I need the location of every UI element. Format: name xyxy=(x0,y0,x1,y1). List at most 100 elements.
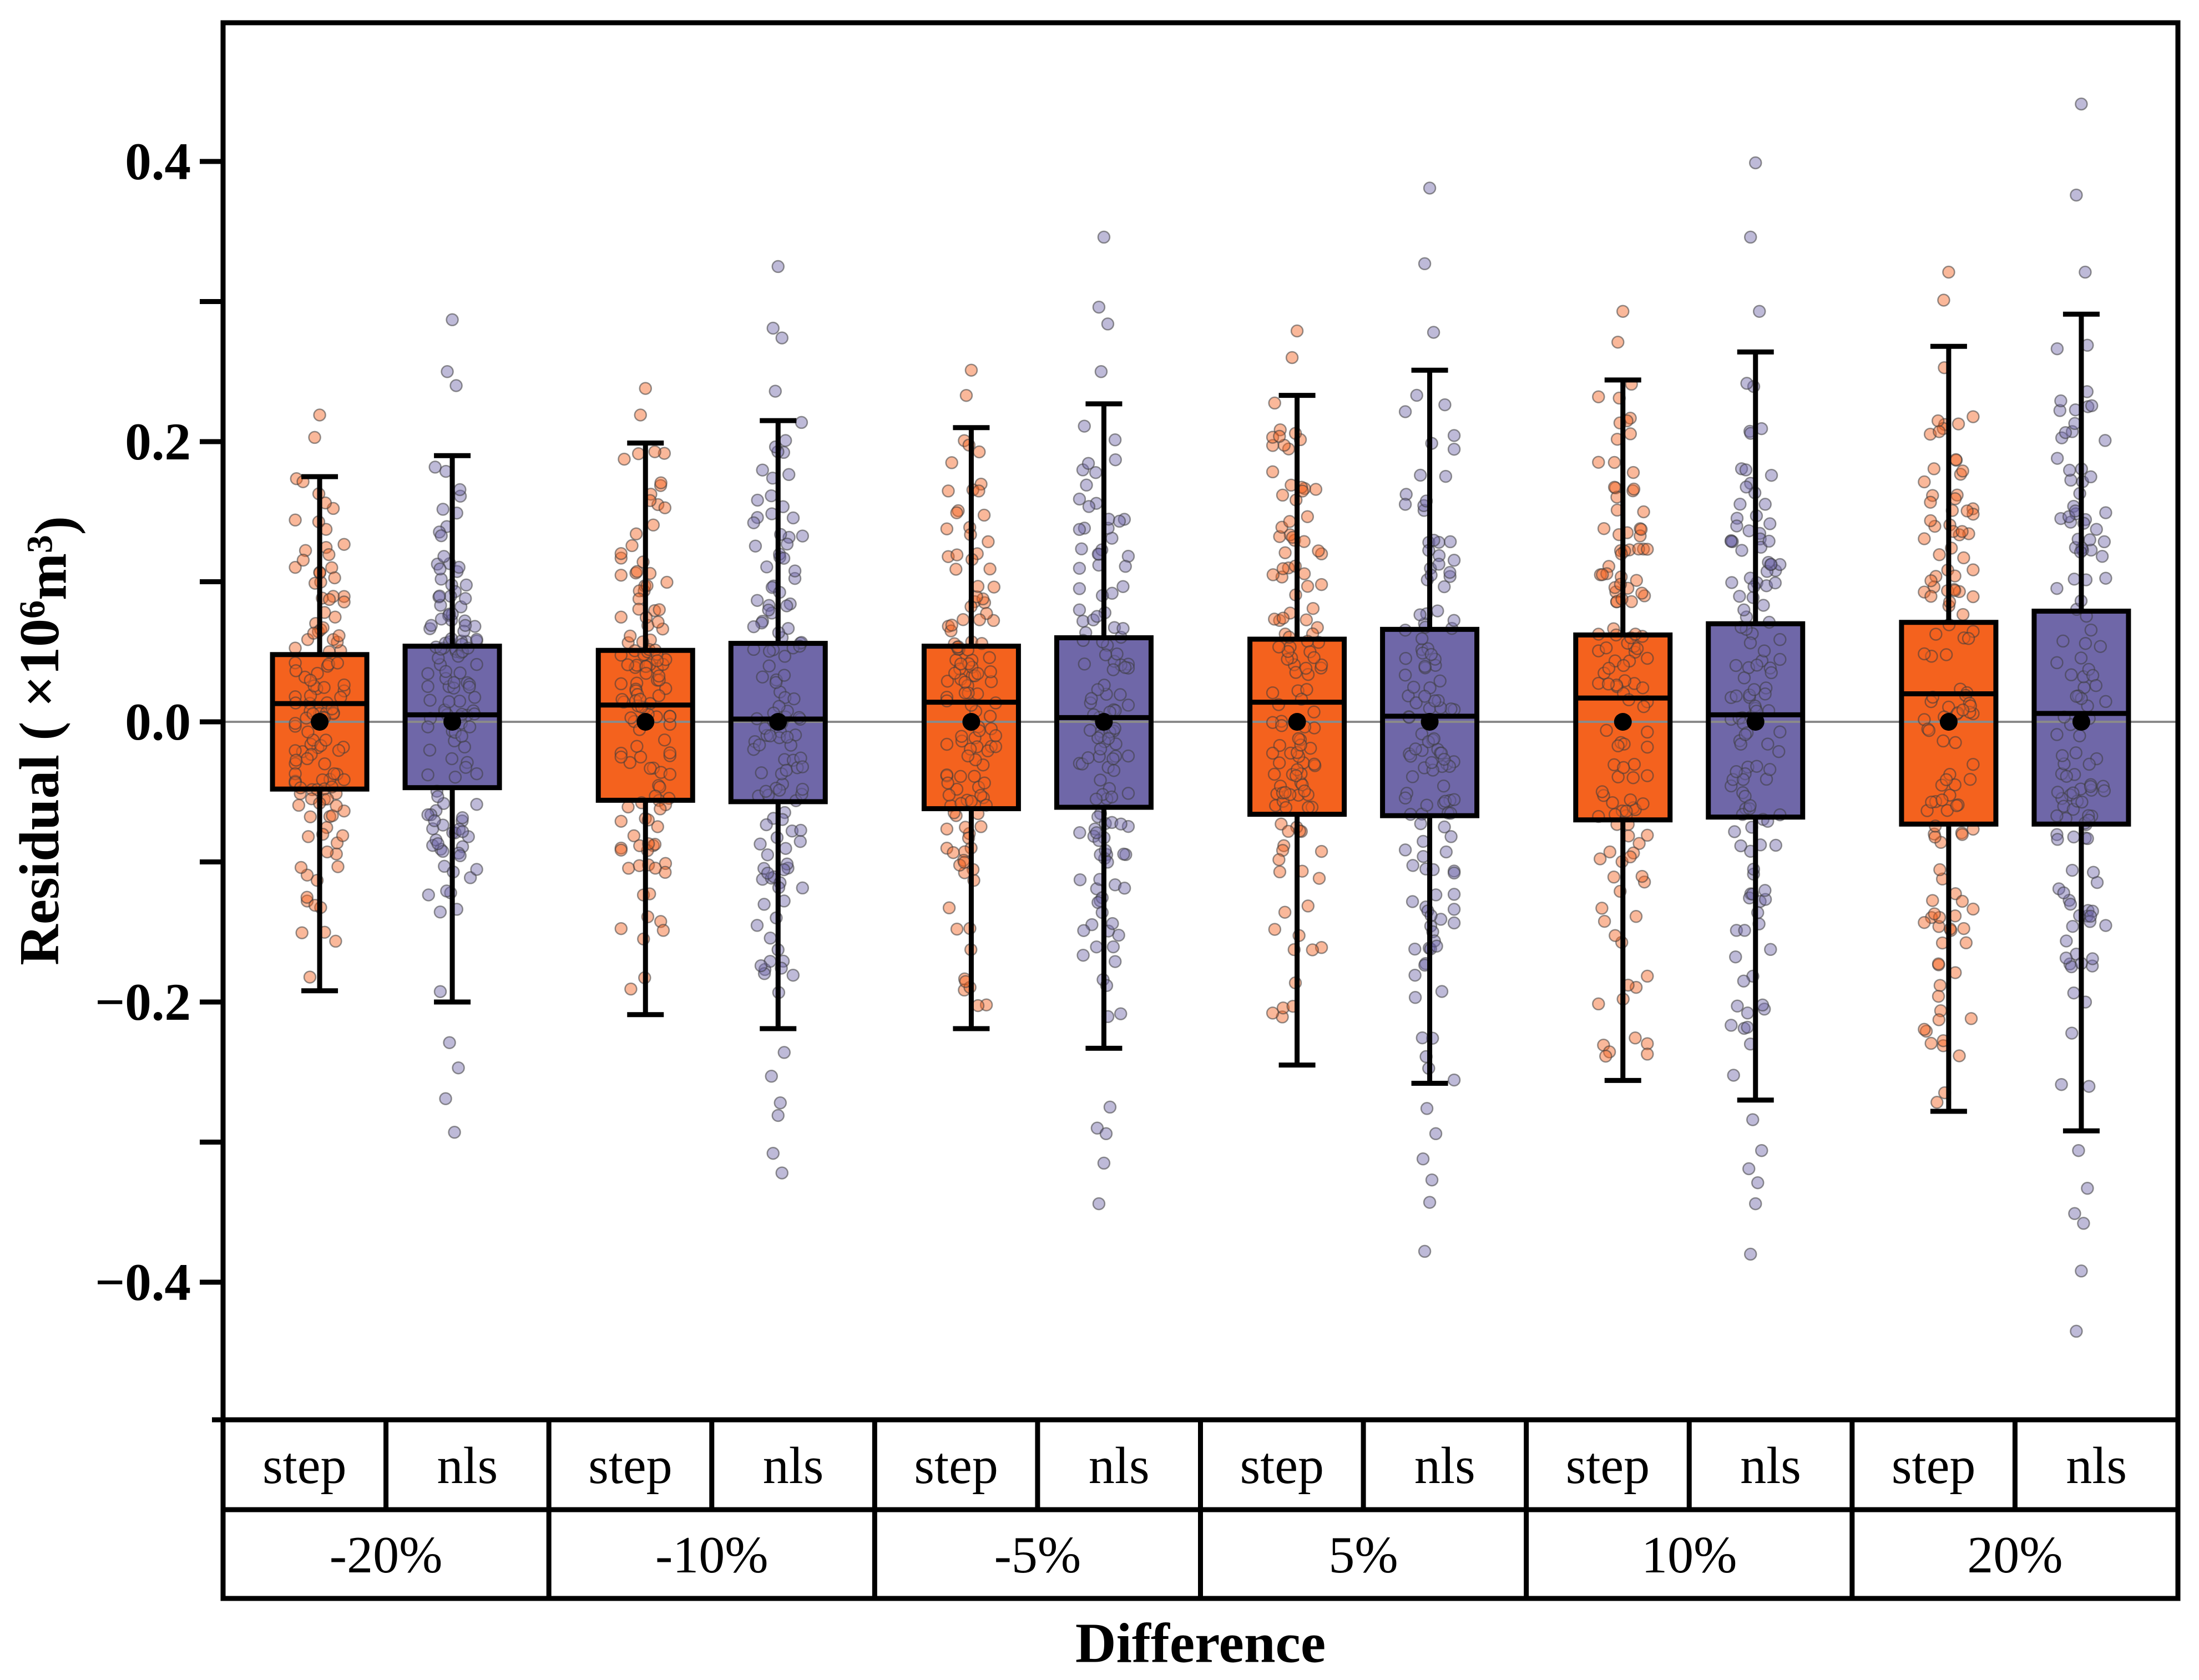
data-point xyxy=(2069,746,2082,760)
data-point xyxy=(1592,390,1605,403)
data-point xyxy=(1266,568,1280,581)
data-point xyxy=(621,658,634,671)
data-point xyxy=(1758,884,1772,897)
data-point xyxy=(1108,878,1122,892)
data-point xyxy=(1918,647,1931,661)
data-point xyxy=(1073,582,1086,595)
data-point xyxy=(2056,634,2070,648)
data-point xyxy=(300,894,314,908)
data-point xyxy=(1600,723,1613,737)
data-point xyxy=(328,610,342,624)
data-point xyxy=(653,674,666,687)
method-label-step: step xyxy=(262,1437,346,1495)
outlier-point xyxy=(964,363,978,377)
data-point xyxy=(1073,826,1086,839)
data-point xyxy=(433,589,446,603)
outlier-point xyxy=(1749,1197,1762,1211)
data-point xyxy=(1731,999,1744,1013)
data-point xyxy=(470,863,483,876)
data-point xyxy=(2055,749,2069,762)
data-point xyxy=(1641,1037,1654,1050)
outlier-point xyxy=(777,1046,791,1059)
data-point xyxy=(332,629,346,642)
data-point xyxy=(322,548,336,561)
data-point xyxy=(1408,968,1422,982)
data-point xyxy=(447,676,461,689)
data-point xyxy=(762,603,775,617)
data-point xyxy=(1290,746,1304,760)
data-point xyxy=(442,695,456,709)
data-point xyxy=(981,744,994,758)
data-point xyxy=(1301,899,1315,913)
method-label-nls: nls xyxy=(1414,1437,1475,1495)
data-point xyxy=(1924,590,1938,603)
data-point xyxy=(777,669,791,682)
outlier-point xyxy=(1092,300,1106,314)
data-point xyxy=(780,537,794,551)
data-point xyxy=(756,670,769,684)
data-point xyxy=(2064,473,2077,487)
outlier-point xyxy=(769,384,782,398)
outlier-point xyxy=(1429,1127,1443,1141)
data-point xyxy=(1641,725,1654,739)
data-point xyxy=(955,730,968,743)
data-point xyxy=(1600,567,1614,580)
method-label-step: step xyxy=(1566,1437,1650,1495)
data-point xyxy=(1107,763,1121,777)
data-point xyxy=(1269,799,1282,812)
data-point xyxy=(327,767,341,781)
data-point xyxy=(945,456,958,469)
data-point xyxy=(630,565,644,578)
outlier-point xyxy=(1744,230,1757,244)
data-point xyxy=(625,539,639,553)
group-label: -10% xyxy=(655,1526,769,1584)
data-point xyxy=(1306,943,1320,957)
data-point xyxy=(1761,737,1775,751)
data-point xyxy=(1617,761,1630,775)
data-point xyxy=(2094,640,2107,653)
data-point xyxy=(1599,641,1613,655)
data-point xyxy=(2066,786,2080,799)
data-point xyxy=(1765,666,1778,680)
data-point xyxy=(1433,674,1447,688)
data-point xyxy=(322,593,336,606)
outlier-point xyxy=(1427,326,1440,339)
data-point xyxy=(1118,661,1132,674)
data-point xyxy=(1726,773,1740,786)
data-point xyxy=(1601,677,1615,691)
data-point xyxy=(1763,763,1777,776)
data-point xyxy=(1408,991,1422,1004)
data-point xyxy=(1935,793,1949,807)
data-point xyxy=(1414,468,1427,482)
data-point xyxy=(1641,1048,1654,1061)
data-point xyxy=(459,761,473,774)
data-point xyxy=(421,768,434,782)
data-point xyxy=(652,689,666,702)
data-point xyxy=(1924,514,1937,528)
data-point xyxy=(1603,845,1617,859)
method-label-nls: nls xyxy=(1740,1437,1801,1495)
outlier-point xyxy=(449,379,463,392)
data-point xyxy=(301,725,315,738)
data-point xyxy=(1073,523,1086,537)
data-point xyxy=(455,730,469,743)
data-point xyxy=(1447,916,1461,930)
data-point xyxy=(1953,1049,1966,1062)
outlier-point xyxy=(1744,1247,1757,1261)
data-point xyxy=(984,675,998,689)
data-point xyxy=(2075,795,2089,809)
outlier-point xyxy=(1418,1244,1432,1258)
data-point xyxy=(1756,998,1770,1012)
data-point xyxy=(328,571,341,585)
data-point xyxy=(1598,914,1611,928)
outlier-point xyxy=(775,1166,788,1180)
data-point xyxy=(1413,608,1427,621)
data-point xyxy=(1733,590,1746,603)
data-point xyxy=(1447,888,1461,901)
data-point xyxy=(1952,417,1965,431)
data-point xyxy=(463,680,476,694)
data-point xyxy=(1085,692,1098,705)
outlier-point xyxy=(1101,317,1115,331)
data-point xyxy=(796,760,810,773)
data-point xyxy=(1730,765,1743,778)
